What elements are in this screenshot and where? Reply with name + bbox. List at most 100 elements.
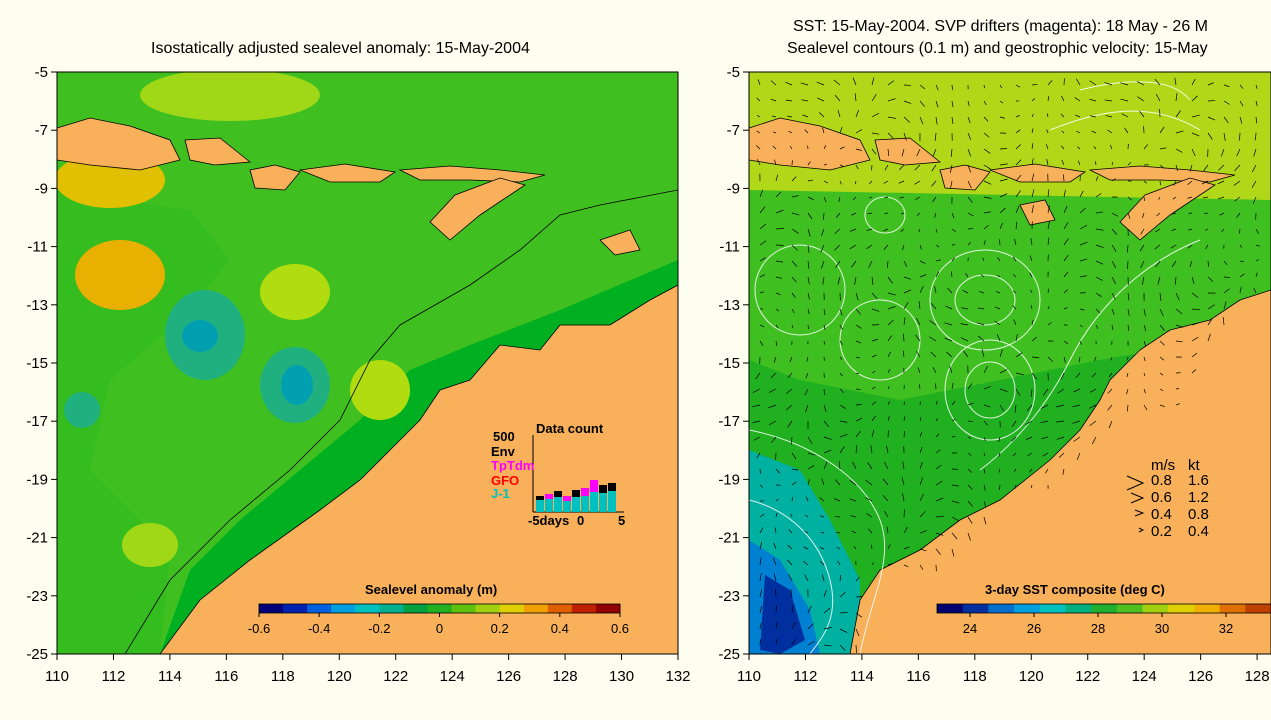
velocity-arrow: [752, 388, 761, 393]
x-tick-label: 112: [101, 668, 125, 685]
velocity-arrow: [999, 193, 1008, 198]
velocity-arrow: [1203, 164, 1209, 172]
velocity-arrow: [1155, 228, 1161, 233]
velocity-arrow: [791, 308, 795, 314]
velocity-arrow: [752, 420, 761, 423]
velocity-arrow: [884, 461, 889, 470]
velocity-arrow: [1013, 290, 1017, 294]
sealevel-map: [57, 72, 678, 654]
velocity-arrow: [839, 404, 846, 409]
velocity-arrow: [753, 436, 761, 441]
y-tick-label: -7: [727, 122, 740, 139]
velocity-arrow: [775, 605, 778, 614]
velocity-arrow: [903, 132, 907, 141]
velocity-arrow: [884, 212, 889, 214]
velocity-arrow: [1111, 178, 1116, 182]
velocity-arrow: [1159, 126, 1165, 134]
velocity-arrow: [915, 334, 921, 342]
x-tick-label: 126: [1188, 668, 1213, 685]
velocity-arrow: [1015, 388, 1021, 396]
velocity-arrow: [919, 548, 927, 552]
velocity-arrow: [839, 644, 846, 652]
velocity-arrows: [752, 77, 1261, 654]
velocity-arrow: [1143, 388, 1146, 394]
velocity-arrow: [871, 292, 878, 300]
velocity-arrow: [1063, 189, 1066, 198]
colorbar-tick-label: 24: [963, 621, 977, 636]
velocity-arrow: [914, 180, 921, 185]
velocity-arrow: [1076, 78, 1081, 86]
velocity-arrow: [951, 418, 956, 422]
velocity-arrow: [1157, 276, 1161, 285]
velocity-arrow: [855, 356, 860, 359]
velocity-arrow: [772, 145, 777, 150]
velocity-arrow: [919, 493, 924, 502]
velocity-arrow: [821, 478, 825, 486]
velocity-arrow: [919, 417, 922, 422]
velocity-arrow: [1040, 420, 1049, 424]
velocity-arrow: [1012, 256, 1017, 262]
velocity-arrow: [834, 228, 841, 234]
velocity-arrow: [1140, 228, 1145, 235]
velocity-arrow: [1223, 288, 1230, 294]
velocity-arrow: [865, 479, 873, 486]
velocity-arrow: [822, 127, 825, 134]
x-tick-label: 110: [45, 668, 69, 685]
velocity-arrow: [967, 132, 971, 140]
velocity-arrow: [1239, 260, 1245, 263]
velocity-arrow: [951, 382, 954, 390]
velocity-arrow: [1012, 452, 1017, 457]
velocity-arrow: [855, 292, 859, 301]
velocity-arrow: [855, 644, 857, 654]
velocity-arrow: [935, 449, 941, 454]
velocity-arrow: [903, 333, 905, 342]
velocity-arrow: [951, 435, 956, 438]
velocity-arrow: [775, 244, 784, 246]
velocity-arrow: [887, 98, 896, 102]
x-tick-label: 122: [383, 668, 408, 685]
velocity-arrow: [1056, 404, 1065, 408]
velocity-arrow: [977, 307, 985, 310]
velocity-arrow: [804, 574, 809, 582]
velocity-arrow: [1031, 158, 1034, 166]
velocity-arrow: [756, 452, 761, 459]
velocity-arrow: [759, 541, 763, 550]
velocity-arrow: [820, 532, 825, 534]
sst-colorbar: 3-day SST composite (deg C) 24 26 28 30 32: [936, 582, 1271, 636]
velocity-arrow: [1095, 276, 1103, 281]
velocity-arrow: [983, 240, 986, 246]
velocity-arrow: [884, 196, 889, 199]
velocity-arrow: [951, 84, 953, 90]
velocity-arrow: [1107, 129, 1113, 134]
data-count-xlabel: -5days: [528, 513, 569, 528]
velocity-arrow: [1201, 180, 1209, 185]
velocity-arrow: [978, 291, 985, 294]
velocity-arrow: [866, 228, 873, 231]
velocity-arrow: [1127, 212, 1131, 219]
velocity-arrow: [1031, 143, 1034, 150]
y-tick-label: -21: [26, 530, 48, 547]
velocity-arrow: [983, 84, 985, 89]
x-tick-label: 126: [496, 668, 521, 685]
velocity-arrow: [871, 401, 877, 406]
velocity-arrow: [1030, 388, 1033, 397]
velocity-arrow: [823, 589, 827, 598]
velocity-arrow: [1175, 130, 1184, 134]
velocity-arrow: [916, 148, 921, 157]
velocity-arrow: [1191, 132, 1200, 137]
x-tick-label: 120: [327, 668, 352, 685]
velocity-arrow: [839, 324, 844, 331]
velocity-arrow: [1191, 292, 1199, 298]
colorbar-tick-label: 0.2: [491, 621, 509, 636]
velocity-arrow: [807, 308, 810, 315]
velocity-arrow: [1062, 468, 1065, 475]
x-tick-label: 110: [737, 668, 761, 685]
velocity-arrow: [835, 260, 841, 268]
velocity-arrow: [759, 527, 764, 534]
velocity-arrow: [1040, 404, 1049, 409]
velocity-arrow: [770, 98, 777, 102]
velocity-arrow: [1159, 292, 1162, 301]
velocity-arrow: [1091, 436, 1097, 445]
colorbar-tick-label: 0.6: [611, 621, 629, 636]
velocity-arrow: [801, 99, 809, 102]
